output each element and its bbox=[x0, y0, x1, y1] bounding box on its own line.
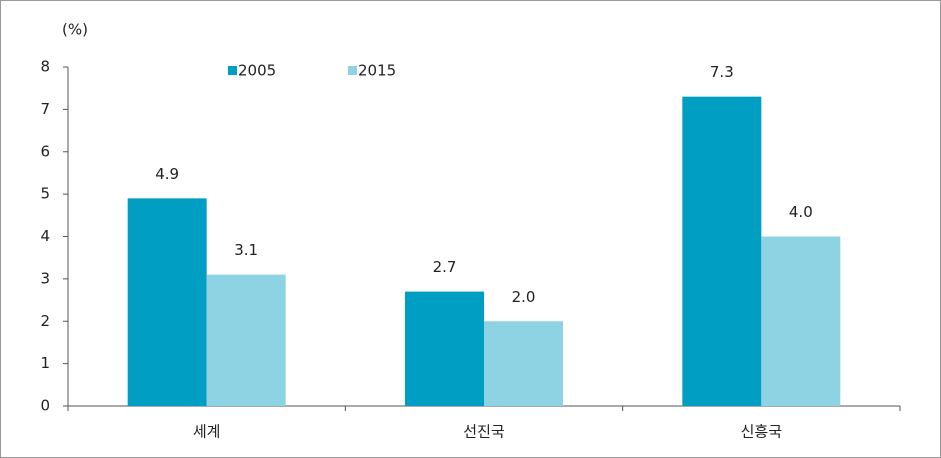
data-label: 4.0 bbox=[789, 203, 813, 221]
y-tick-label: 0 bbox=[40, 397, 50, 415]
bar bbox=[761, 236, 841, 406]
y-tick-label: 4 bbox=[40, 227, 50, 245]
bar bbox=[206, 274, 286, 406]
y-tick-label: 5 bbox=[40, 185, 50, 203]
legend-swatch bbox=[228, 66, 237, 75]
data-label: 3.1 bbox=[234, 241, 258, 259]
y-tick-label: 8 bbox=[40, 58, 50, 76]
bar bbox=[405, 291, 484, 406]
data-label: 2.0 bbox=[512, 288, 536, 306]
y-tick-label: 7 bbox=[40, 100, 50, 118]
bar bbox=[484, 321, 563, 406]
bar bbox=[127, 198, 207, 406]
x-tick-label: 선진국 bbox=[463, 423, 505, 441]
data-label: 2.7 bbox=[433, 258, 457, 276]
legend-label: 2015 bbox=[358, 62, 396, 80]
bar bbox=[682, 96, 762, 406]
y-tick-label: 1 bbox=[40, 354, 50, 372]
data-label: 4.9 bbox=[155, 165, 179, 183]
y-tick-label: 3 bbox=[40, 269, 50, 287]
y-axis-label: (%) bbox=[62, 21, 88, 39]
data-label: 7.3 bbox=[710, 63, 734, 81]
legend-swatch bbox=[348, 66, 357, 75]
legend-label: 2005 bbox=[238, 62, 276, 80]
y-tick-label: 2 bbox=[40, 312, 50, 330]
x-tick-label: 세계 bbox=[193, 423, 221, 441]
y-tick-label: 6 bbox=[40, 142, 50, 160]
x-tick-label: 신흥국 bbox=[741, 423, 783, 441]
